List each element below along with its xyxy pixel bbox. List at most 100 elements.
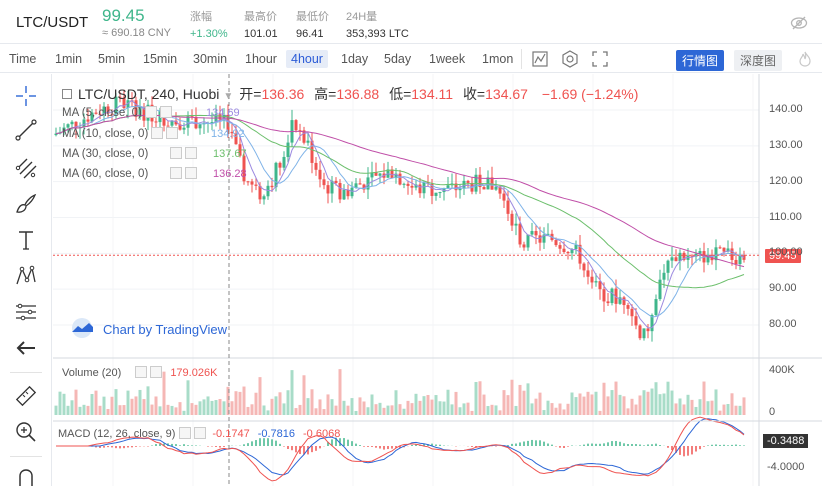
chart-canvas[interactable] [53, 74, 822, 486]
volume-bar [670, 390, 674, 415]
macd-histogram-value: -0.1747 [212, 428, 250, 440]
tf-1week[interactable]: 1week [429, 52, 466, 66]
zoom-in-icon[interactable] [14, 420, 38, 444]
candle-body [466, 180, 470, 183]
candle-body [266, 185, 270, 197]
volume-bar [86, 405, 90, 415]
indicators-icon[interactable] [530, 49, 550, 69]
eye-icon[interactable] [135, 366, 148, 378]
text-tool-icon[interactable] [14, 228, 38, 252]
candle-body [314, 162, 318, 170]
back-arrow-icon[interactable] [14, 336, 38, 360]
volume-bar [182, 410, 186, 415]
stat-label: 最高价 [244, 11, 277, 23]
candle-body [374, 172, 378, 176]
candle-body [142, 106, 146, 121]
ma30-value: 137.67 [213, 148, 247, 160]
volume-bar [498, 410, 502, 415]
candle-body [362, 184, 366, 190]
candle-body [62, 127, 66, 133]
brush-icon[interactable] [14, 192, 38, 216]
price-axis-label: 110.00 [769, 210, 802, 223]
eye-icon[interactable] [151, 127, 164, 139]
close-icon[interactable] [150, 366, 163, 378]
magnet-icon[interactable] [14, 466, 38, 486]
volume-bar [350, 398, 354, 415]
close-icon[interactable] [159, 106, 172, 118]
ma-legend-5[interactable]: MA (5, close, 0) [62, 106, 172, 119]
ma-label: MA (30, close, 0) [62, 148, 149, 160]
tf-time[interactable]: Time [9, 52, 37, 66]
candle-body [718, 247, 722, 249]
macd-legend[interactable]: MACD (12, 26, close, 9) -0.1747 -0.7816 -0.… [58, 427, 340, 440]
fib-channel-icon[interactable] [14, 156, 38, 180]
tf-30min[interactable]: 30min [193, 52, 228, 66]
tool-divider [10, 456, 42, 457]
pattern-icon[interactable] [14, 264, 38, 288]
tf-15min[interactable]: 15min [143, 52, 178, 66]
flame-icon[interactable] [798, 51, 812, 67]
tradingview-watermark[interactable]: Chart by TradingView [67, 318, 227, 338]
candle-body [106, 106, 110, 114]
candle-body [210, 122, 214, 124]
crosshair-icon[interactable] [14, 84, 38, 108]
candle-body [542, 234, 546, 243]
candle-body [234, 133, 238, 145]
volume-bar [414, 393, 418, 415]
close-icon[interactable] [166, 127, 179, 139]
view-market-chart-button[interactable]: 行情图 [676, 50, 725, 71]
volume-bar [318, 399, 322, 415]
candle-body [430, 183, 434, 196]
volume-bar [626, 408, 630, 415]
eye-icon[interactable] [144, 106, 157, 118]
hide-eye-icon[interactable] [790, 14, 808, 32]
ruler-icon[interactable] [14, 384, 38, 408]
eye-icon[interactable] [179, 427, 192, 439]
volume-bar [162, 371, 166, 415]
close-icon[interactable] [194, 427, 207, 439]
candle-body [274, 162, 278, 188]
candle-body [662, 272, 666, 280]
volume-legend[interactable]: Volume (20) 179.026K [62, 366, 217, 379]
symbol-label[interactable]: LTC/USDT, 240, Huobi [78, 86, 220, 102]
volume-bar [314, 408, 318, 415]
measure-lines-icon[interactable] [14, 300, 38, 324]
dropdown-icon[interactable]: ▼ [223, 91, 234, 102]
close-icon[interactable] [185, 167, 198, 179]
candle-body [394, 173, 398, 179]
close-icon[interactable] [185, 147, 198, 159]
collapse-icon[interactable] [62, 89, 72, 99]
candle-body [250, 181, 254, 185]
candle-body [610, 288, 614, 304]
settings-icon[interactable] [560, 49, 580, 69]
view-depth-chart-button[interactable]: 深度图 [734, 50, 783, 71]
candle-body [258, 185, 262, 200]
volume-bar [506, 395, 510, 415]
tf-1mon[interactable]: 1mon [482, 52, 514, 66]
tf-1day[interactable]: 1day [341, 52, 369, 66]
ma-legend-60[interactable]: MA (60, close, 0) [62, 167, 198, 180]
candle-body [174, 120, 178, 125]
volume-bar [622, 396, 626, 415]
ma-legend-10[interactable]: MA (10, close, 0) [62, 127, 179, 140]
volume-bar [66, 405, 70, 415]
candle-body [94, 112, 98, 114]
candle-body [566, 251, 570, 254]
pair-name[interactable]: LTC/USDT [16, 14, 89, 31]
tf-1min[interactable]: 1min [55, 52, 83, 66]
tf-5min[interactable]: 5min [98, 52, 126, 66]
eye-icon[interactable] [170, 167, 183, 179]
trend-line-icon[interactable] [14, 118, 38, 142]
chart-area[interactable]: LTC/USDT, 240, Huobi ▼ 开=136.36 高=136.88 低… [53, 74, 822, 486]
candle-body [322, 179, 326, 186]
open-value: 136.36 [261, 86, 305, 102]
volume-bar [206, 396, 210, 415]
tf-5day[interactable]: 5day [384, 52, 412, 66]
eye-icon[interactable] [170, 147, 183, 159]
fullscreen-icon[interactable] [590, 49, 610, 69]
volume-bar [442, 401, 446, 415]
ma-legend-30[interactable]: MA (30, close, 0) [62, 147, 198, 160]
tf-4hour[interactable]: 4hour [286, 50, 328, 68]
volume-bar [390, 405, 394, 415]
tf-1hour[interactable]: 1hour [245, 52, 277, 66]
